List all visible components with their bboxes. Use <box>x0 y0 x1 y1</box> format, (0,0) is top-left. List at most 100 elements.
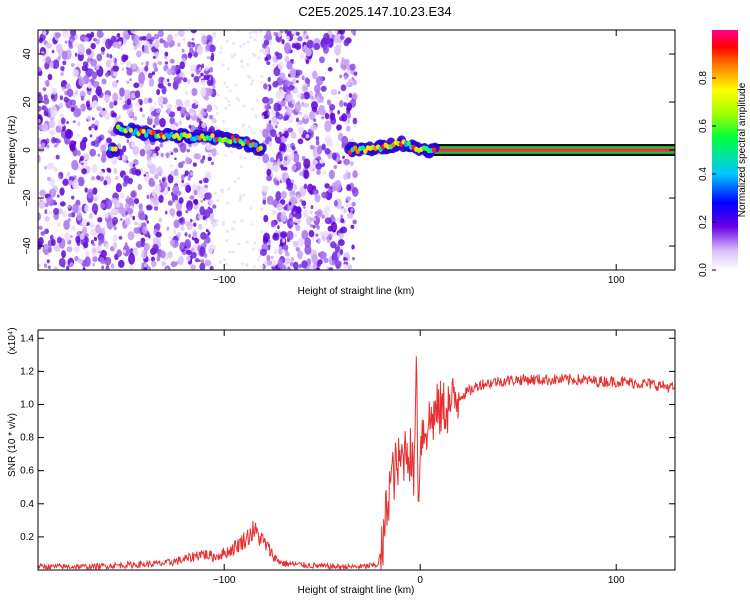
noise-speckle <box>266 260 273 266</box>
noise-speckle <box>135 169 142 176</box>
noise-speckle <box>81 162 84 166</box>
noise-speckle <box>96 31 104 38</box>
noise-speckle <box>263 83 268 90</box>
noise-speckle <box>92 187 98 195</box>
noise-speckle <box>323 257 329 264</box>
noise-speckle <box>169 117 176 125</box>
noise-speckle <box>264 97 269 103</box>
noise-speckle <box>95 64 100 71</box>
noise-speckle <box>138 98 141 103</box>
noise-speckle <box>328 169 335 180</box>
noise-speckle <box>313 118 317 123</box>
noise-speckle <box>312 70 318 80</box>
noise-speckle <box>213 191 217 195</box>
noise-speckle <box>241 123 245 127</box>
noise-speckle <box>85 48 92 55</box>
noise-speckle <box>208 245 214 254</box>
noise-speckle <box>215 107 219 111</box>
noise-speckle <box>266 61 271 66</box>
noise-speckle <box>270 129 277 138</box>
noise-speckle <box>309 264 314 270</box>
noise-speckle <box>311 253 319 264</box>
noise-speckle <box>290 196 297 206</box>
noise-speckle <box>126 139 130 143</box>
noise-speckle <box>334 44 341 56</box>
ridge-blob <box>228 139 233 145</box>
y-tick-label: −40 <box>22 237 33 254</box>
noise-speckle <box>43 109 49 117</box>
noise-speckle <box>278 89 285 99</box>
noise-speckle <box>112 233 118 242</box>
snr-plot-area <box>38 330 675 570</box>
noise-speckle <box>352 79 357 86</box>
noise-speckle <box>342 155 345 159</box>
noise-speckle <box>288 188 296 199</box>
noise-speckle <box>159 117 166 128</box>
noise-speckle <box>351 257 355 261</box>
noise-speckle <box>246 63 250 67</box>
noise-speckle <box>46 162 54 170</box>
noise-speckle <box>76 133 80 137</box>
noise-speckle <box>208 199 215 206</box>
noise-speckle <box>42 244 49 250</box>
noise-speckle <box>329 237 332 240</box>
noise-speckle <box>324 217 332 225</box>
noise-speckle <box>223 128 227 132</box>
noise-speckle <box>319 231 324 236</box>
noise-speckle <box>212 85 216 89</box>
noise-speckle <box>46 259 50 264</box>
noise-speckle <box>50 94 55 100</box>
noise-speckle <box>193 98 197 103</box>
noise-speckle <box>67 218 71 222</box>
noise-speckle <box>134 90 141 99</box>
noise-speckle <box>186 148 190 153</box>
noise-speckle <box>345 169 349 173</box>
noise-speckle <box>203 74 211 81</box>
noise-speckle <box>44 228 50 235</box>
noise-speckle <box>159 38 164 44</box>
noise-speckle <box>345 196 352 202</box>
noise-speckle <box>233 180 237 184</box>
noise-speckle <box>188 206 192 211</box>
noise-speckle <box>64 232 71 242</box>
noise-speckle <box>71 195 75 200</box>
noise-speckle <box>335 58 339 63</box>
noise-speckle <box>38 105 42 112</box>
noise-speckle <box>315 267 321 270</box>
ridge-blob <box>406 140 411 146</box>
noise-speckle <box>77 176 85 187</box>
noise-speckle <box>95 136 99 141</box>
noise-speckle <box>272 81 279 88</box>
noise-speckle <box>226 201 230 205</box>
noise-speckle <box>44 165 47 170</box>
noise-speckle <box>175 98 183 106</box>
ridge-blob <box>113 146 118 152</box>
noise-speckle <box>110 263 115 269</box>
noise-speckle <box>277 225 280 230</box>
noise-speckle <box>336 157 341 162</box>
noise-speckle <box>182 77 188 83</box>
noise-speckle <box>323 230 329 238</box>
noise-speckle <box>148 78 155 87</box>
noise-speckle <box>112 209 117 214</box>
noise-speckle <box>169 44 172 48</box>
noise-speckle <box>154 222 161 231</box>
noise-speckle <box>164 210 168 215</box>
noise-speckle <box>125 210 128 216</box>
colorbar <box>712 30 738 270</box>
noise-speckle <box>350 224 355 230</box>
noise-speckle <box>232 42 236 46</box>
noise-speckle <box>227 99 231 103</box>
noise-speckle <box>153 206 159 211</box>
noise-speckle <box>293 60 296 65</box>
noise-speckle <box>141 35 147 41</box>
snr-x-label: Height of straight line (km) <box>298 585 415 596</box>
noise-speckle <box>343 158 351 166</box>
noise-speckle <box>62 178 69 186</box>
noise-speckle <box>287 147 292 153</box>
noise-speckle <box>66 246 73 253</box>
noise-speckle <box>308 229 315 238</box>
noise-speckle <box>84 37 89 42</box>
y-tick-label: 0.2 <box>20 532 34 543</box>
noise-speckle <box>287 266 291 270</box>
